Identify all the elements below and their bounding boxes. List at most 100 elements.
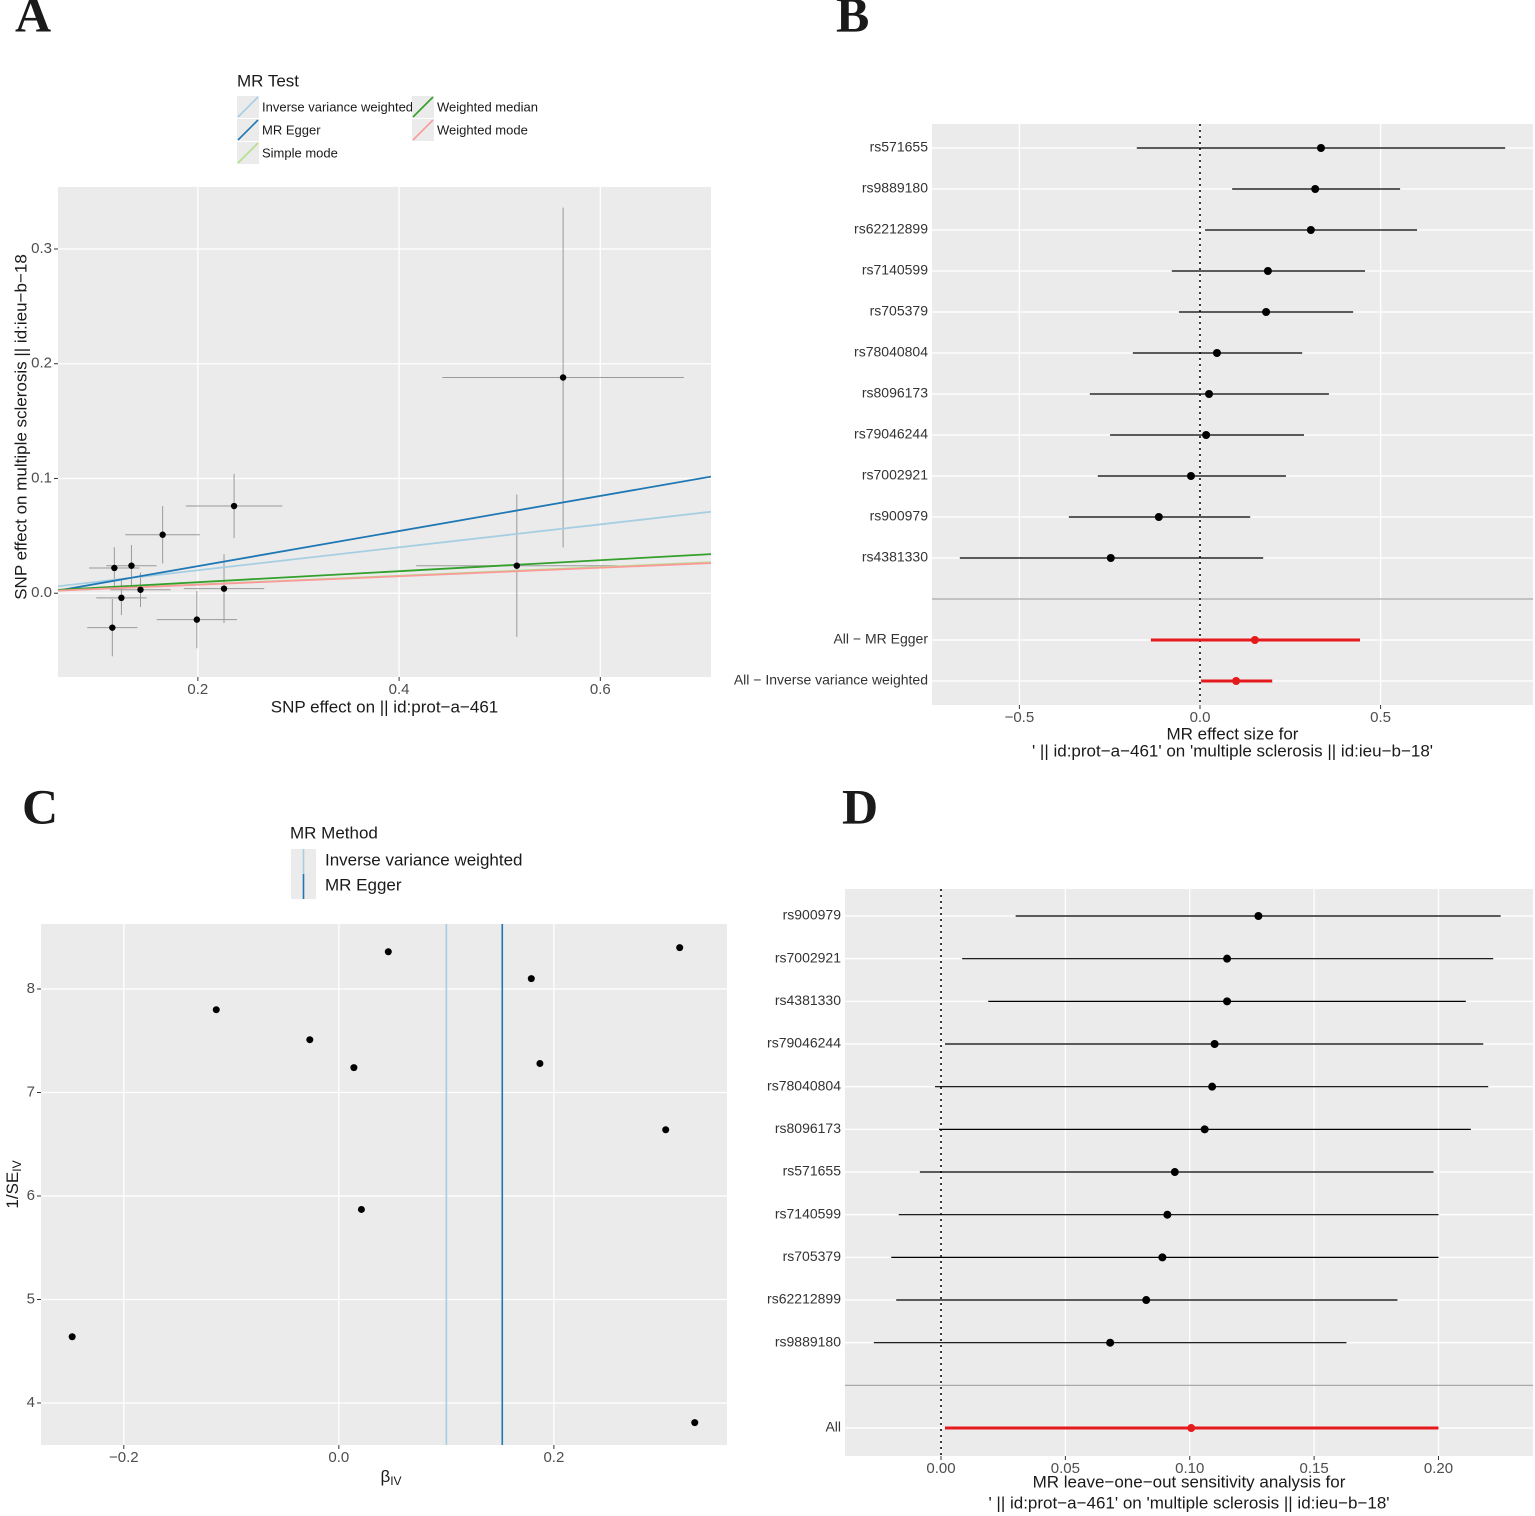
panel-letter: B [836, 0, 869, 42]
plot-layer [58, 207, 711, 657]
point [111, 564, 118, 572]
x-tick-label: 0.20 [1424, 1460, 1453, 1477]
y-axis-title-sub: IV [10, 1160, 24, 1171]
y-tick-label: rs9889180 [862, 180, 928, 196]
point [662, 1126, 670, 1134]
point [357, 1205, 365, 1213]
point-estimate [1263, 267, 1272, 275]
legend-label: Weighted median [437, 99, 538, 114]
y-tick-label: rs571655 [783, 1163, 842, 1179]
legend-label: MR Egger [262, 122, 321, 137]
point [230, 502, 238, 510]
point-estimate [1208, 1082, 1217, 1091]
point-estimate [1205, 390, 1214, 398]
x-tick-label: 0.5 [1370, 709, 1391, 726]
point [306, 1036, 314, 1044]
point [527, 975, 535, 983]
point-estimate [1262, 308, 1271, 316]
legend-key-line [412, 96, 434, 118]
regression-line [58, 562, 711, 592]
point [559, 374, 567, 381]
point [220, 585, 228, 592]
point [384, 948, 392, 956]
legend-label: Inverse variance weighted [325, 850, 523, 869]
point [137, 586, 144, 593]
x-tick-label: 0.0 [1190, 709, 1211, 726]
y-tick-label: rs7140599 [775, 1205, 841, 1221]
panel-letter: D [842, 778, 878, 834]
y-axis-title: SNP effect on multiple sclerosis || id:i… [11, 254, 30, 600]
point [68, 1333, 76, 1341]
point-estimate [1316, 144, 1325, 152]
legend-key-line [237, 119, 259, 141]
y-tick-label: rs705379 [783, 1248, 842, 1264]
x-tick-label: 0.2 [187, 681, 208, 698]
y-tick-label: rs7002921 [775, 949, 841, 965]
point [691, 1419, 699, 1427]
y-tick-label: rs4381330 [775, 992, 841, 1008]
y-tick-label: 0.3 [31, 240, 52, 257]
point-estimate [1186, 472, 1195, 480]
y-tick-label: rs78040804 [854, 344, 928, 360]
panel-letter: A [15, 0, 51, 42]
y-axis-title: 1/SEIV [3, 1160, 24, 1208]
x-tick-label: 0.10 [1175, 1460, 1204, 1477]
y-axis-title-main: 1/SE [3, 1172, 22, 1209]
point-estimate [1142, 1296, 1151, 1305]
y-tick-label: 8 [27, 980, 35, 997]
point-estimate [1163, 1210, 1172, 1219]
y-tick-label: rs705379 [870, 303, 929, 319]
y-tick-label: rs78040804 [767, 1077, 841, 1093]
point-estimate [1200, 1125, 1209, 1134]
point-estimate [1106, 1338, 1115, 1347]
point-estimate [1311, 185, 1320, 193]
point-estimate [1158, 1253, 1167, 1262]
point-estimate [1254, 912, 1263, 920]
point [536, 1060, 544, 1068]
x-axis-title: MR effect size for [1167, 724, 1299, 743]
y-tick-label: rs900979 [870, 508, 929, 524]
point [193, 616, 201, 623]
point [118, 594, 125, 602]
y-tick-label: 5 [27, 1290, 35, 1307]
y-tick-label: All [825, 1419, 841, 1435]
x-tick-label: 0.4 [389, 681, 410, 698]
x-tick-label: −0.5 [1005, 709, 1035, 726]
point [676, 944, 684, 952]
y-tick-label: rs9889180 [775, 1333, 841, 1349]
y-tick-label: rs7002921 [862, 467, 928, 483]
y-tick-label: rs8096173 [775, 1120, 841, 1136]
x-axis-title: MR leave−one−out sensitivity analysis fo… [1033, 1472, 1346, 1491]
y-tick-label: 0.0 [31, 584, 52, 601]
point [350, 1064, 358, 1072]
legend-key-line [412, 119, 434, 141]
regression-line [58, 475, 711, 592]
y-tick-label: 0.1 [31, 469, 52, 486]
y-tick-label: rs8096173 [862, 385, 928, 401]
x-axis-title: ' || id:prot−a−461' on 'multiple scleros… [1032, 741, 1433, 760]
point-estimate [1223, 954, 1232, 963]
plot-background [41, 924, 727, 1445]
y-tick-label: rs79046244 [854, 426, 928, 442]
legend-title: MR Method [290, 823, 378, 842]
y-tick-label: rs62212899 [854, 221, 928, 237]
x-axis-title: ' || id:prot−a−461' on 'multiple scleros… [988, 1493, 1389, 1512]
y-tick-label: rs571655 [870, 139, 929, 155]
point-estimate [1212, 349, 1221, 357]
x-axis-title-main: β [380, 1467, 390, 1486]
y-tick-label: All − Inverse variance weighted [734, 672, 928, 688]
point-estimate [1210, 1040, 1219, 1049]
y-tick-label: 4 [27, 1394, 35, 1411]
point-estimate [1306, 226, 1315, 234]
y-tick-label: 0.2 [31, 355, 52, 372]
legend-label: Weighted mode [437, 122, 528, 137]
point [109, 624, 116, 631]
legend-label: Simple mode [262, 145, 338, 160]
x-axis-title-sub: IV [390, 1474, 401, 1488]
point-estimate [1223, 997, 1232, 1006]
x-tick-label: −0.2 [109, 1449, 139, 1466]
x-tick-label: 0.15 [1300, 1460, 1329, 1477]
x-axis-title: βIV [380, 1467, 401, 1488]
y-tick-label: 7 [27, 1083, 35, 1100]
